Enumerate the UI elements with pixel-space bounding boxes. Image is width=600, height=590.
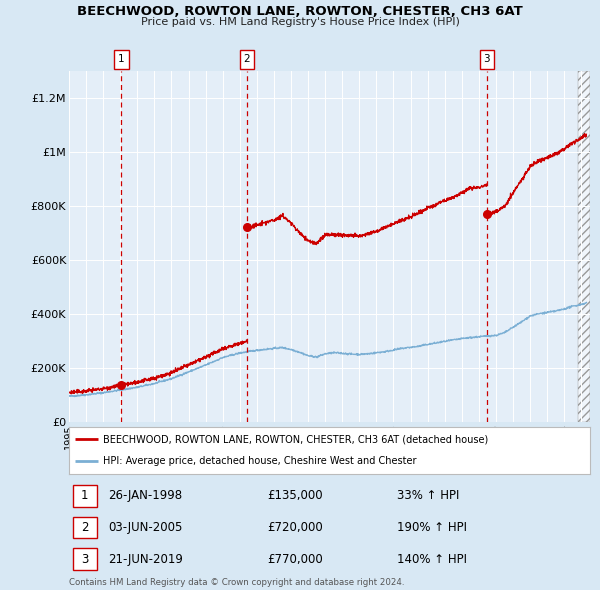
FancyBboxPatch shape	[479, 50, 494, 69]
FancyBboxPatch shape	[239, 50, 254, 69]
FancyBboxPatch shape	[73, 548, 97, 570]
Text: BEECHWOOD, ROWTON LANE, ROWTON, CHESTER, CH3 6AT (detached house): BEECHWOOD, ROWTON LANE, ROWTON, CHESTER,…	[103, 434, 488, 444]
Text: £720,000: £720,000	[267, 521, 323, 534]
Text: 26-JAN-1998: 26-JAN-1998	[108, 489, 182, 502]
Text: Contains HM Land Registry data © Crown copyright and database right 2024.: Contains HM Land Registry data © Crown c…	[69, 578, 404, 587]
Text: HPI: Average price, detached house, Cheshire West and Chester: HPI: Average price, detached house, Ches…	[103, 456, 416, 466]
FancyBboxPatch shape	[114, 50, 129, 69]
Text: 21-JUN-2019: 21-JUN-2019	[108, 553, 183, 566]
Text: 2: 2	[244, 54, 250, 64]
Text: 3: 3	[484, 54, 490, 64]
Text: 2: 2	[81, 521, 89, 534]
Text: 1: 1	[81, 489, 89, 502]
Text: 3: 3	[81, 553, 89, 566]
FancyBboxPatch shape	[73, 517, 97, 538]
Text: Price paid vs. HM Land Registry's House Price Index (HPI): Price paid vs. HM Land Registry's House …	[140, 17, 460, 27]
Text: £135,000: £135,000	[267, 489, 323, 502]
Text: 33% ↑ HPI: 33% ↑ HPI	[397, 489, 460, 502]
Text: 140% ↑ HPI: 140% ↑ HPI	[397, 553, 467, 566]
Text: BEECHWOOD, ROWTON LANE, ROWTON, CHESTER, CH3 6AT: BEECHWOOD, ROWTON LANE, ROWTON, CHESTER,…	[77, 5, 523, 18]
Text: 03-JUN-2005: 03-JUN-2005	[108, 521, 182, 534]
Text: 190% ↑ HPI: 190% ↑ HPI	[397, 521, 467, 534]
FancyBboxPatch shape	[73, 485, 97, 507]
Text: £770,000: £770,000	[267, 553, 323, 566]
Text: 1: 1	[118, 54, 125, 64]
